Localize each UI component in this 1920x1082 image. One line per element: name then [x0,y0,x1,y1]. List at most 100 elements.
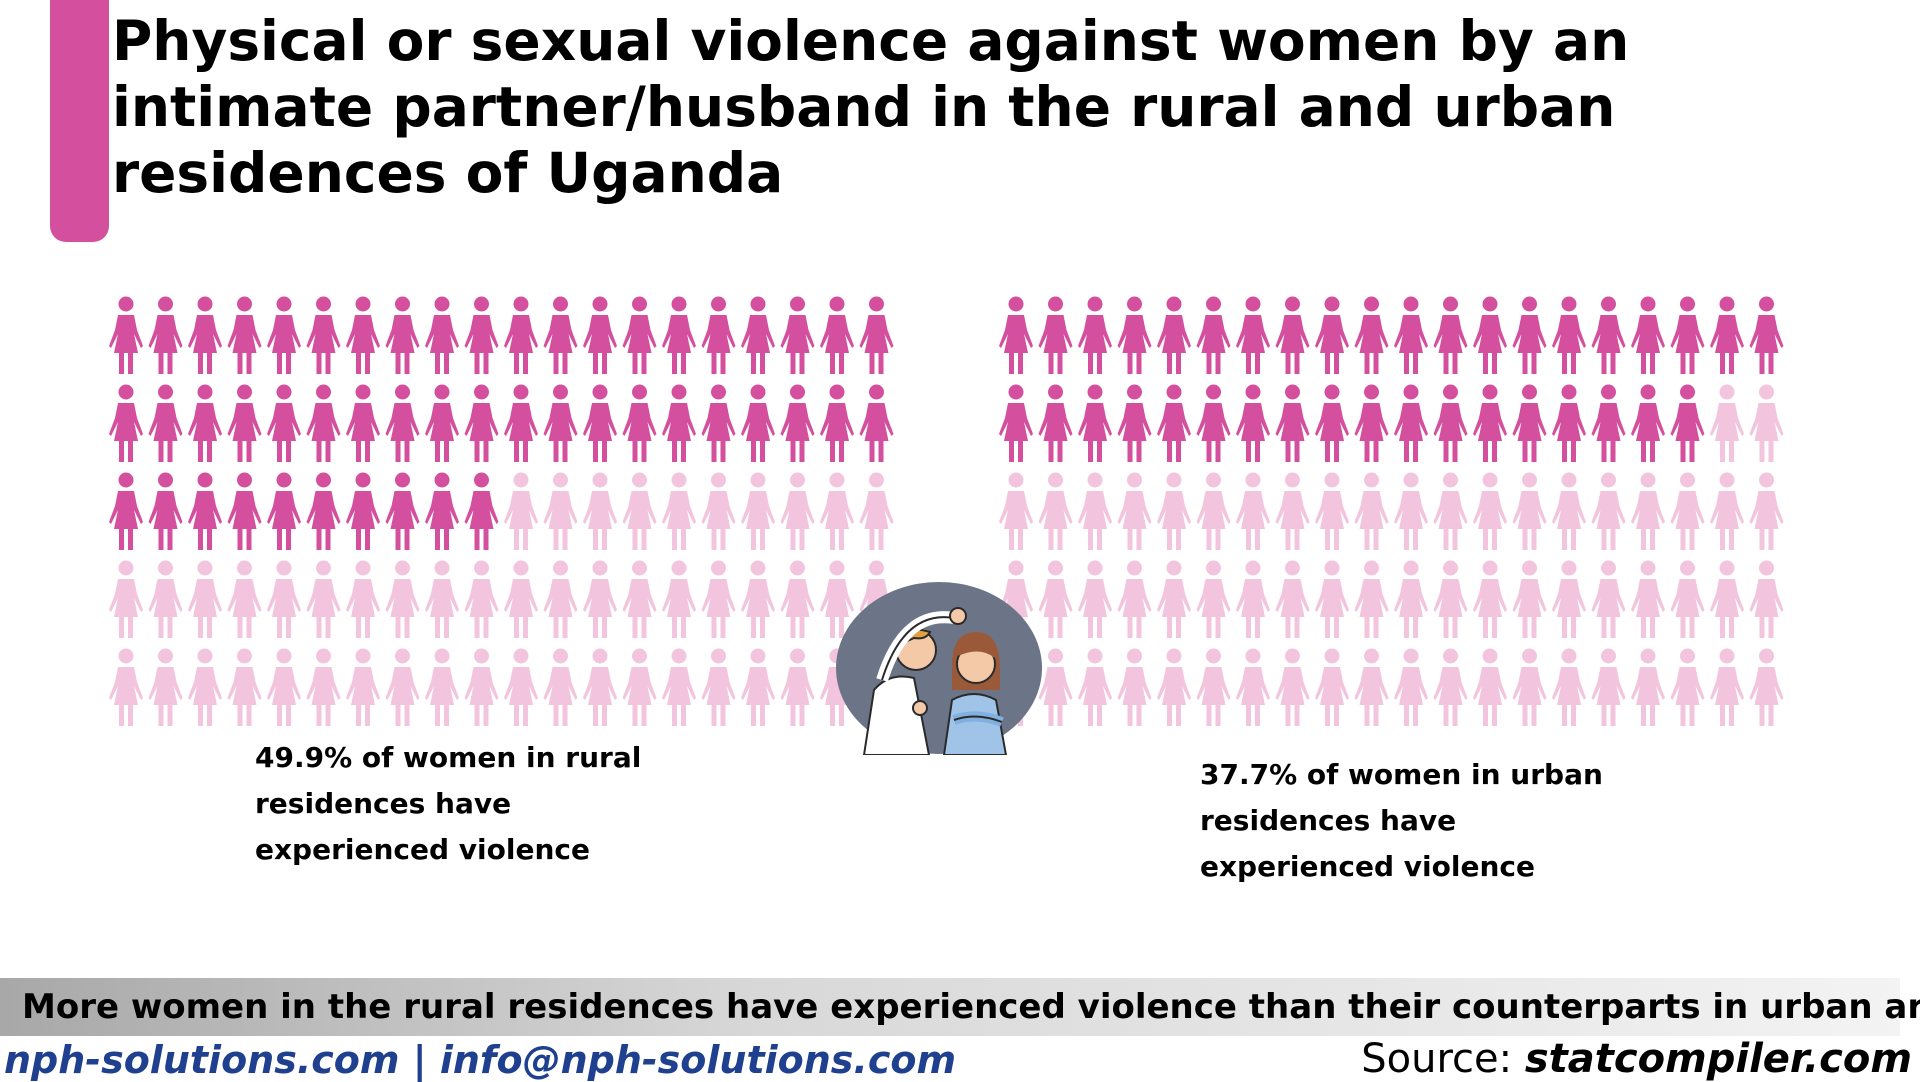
urban-woman-icon-68 [1275,560,1310,638]
rural-woman-icon-23 [188,384,222,462]
urban-woman-icon-70 [1354,560,1389,638]
rural-woman-icon-79 [820,560,854,638]
rural-woman-icon-73 [583,560,617,638]
urban-woman-icon-3 [1078,296,1112,374]
urban-woman-icon-34 [1512,384,1547,462]
rural-woman-icon-59 [820,472,854,550]
urban-woman-icon-36 [1591,384,1626,462]
urban-woman-icon-28 [1275,384,1310,462]
urban-woman-icon-74 [1512,560,1547,638]
rural-woman-icon-92 [543,648,578,726]
source-credit: Source: statcompiler.com [1361,1036,1912,1082]
urban-woman-icon-32 [1433,384,1468,462]
urban-woman-icon-42 [1038,472,1073,550]
urban-woman-icon-66 [1196,560,1231,638]
rural-woman-icon-35 [662,384,696,462]
urban-woman-icon-83 [1078,648,1112,726]
rural-woman-icon-52 [543,472,578,550]
rural-woman-icon-17 [741,296,775,374]
rural-woman-icon-42 [148,472,183,550]
rural-woman-icon-64 [227,560,262,638]
urban-woman-icon-55 [1552,472,1586,550]
urban-woman-icon-99 [1710,648,1744,726]
takeaway-banner: More women in the rural residences have … [0,978,1920,1036]
rural-woman-icon-12 [543,296,578,374]
rural-woman-icon-30 [464,384,499,462]
rural-woman-icon-95 [662,648,696,726]
rural-woman-icon-74 [622,560,657,638]
urban-woman-icon-87 [1236,648,1270,726]
urban-woman-icon-53 [1473,472,1507,550]
urban-woman-icon-44 [1117,472,1152,550]
rural-woman-icon-32 [543,384,578,462]
woman-figure [942,632,1008,755]
urban-woman-icon-62 [1038,560,1073,638]
urban-woman-icon-19 [1710,296,1744,374]
urban-woman-icon-31 [1394,384,1428,462]
urban-woman-icon-17 [1631,296,1665,374]
urban-woman-icon-7 [1236,296,1270,374]
rural-woman-icon-45 [267,472,301,550]
urban-woman-icon-25 [1157,384,1191,462]
rural-woman-icon-5 [267,296,301,374]
urban-woman-icon-98 [1670,648,1705,726]
rural-woman-icon-16 [701,296,736,374]
man-figure [862,607,967,755]
rural-woman-icon-36 [701,384,736,462]
urban-woman-icon-33 [1473,384,1507,462]
urban-woman-icon-48 [1275,472,1310,550]
rural-woman-icon-97 [741,648,775,726]
urban-woman-icon-49 [1315,472,1349,550]
rural-woman-icon-94 [622,648,657,726]
urban-woman-icon-50 [1354,472,1389,550]
chart-title: Physical or sexual violence against wome… [112,9,1630,205]
rural-woman-icon-33 [583,384,617,462]
source-label: Source: [1361,1036,1513,1082]
rural-woman-icon-44 [227,472,262,550]
urban-woman-icon-52 [1433,472,1468,550]
urban-woman-icon-20 [1749,296,1784,374]
urban-woman-icon-12 [1433,296,1468,374]
urban-woman-icon-64 [1117,560,1152,638]
rural-woman-icon-86 [306,648,341,726]
rural-woman-icon-3 [188,296,222,374]
rural-woman-icon-1 [109,296,143,374]
rural-woman-icon-46 [306,472,341,550]
rural-woman-icon-14 [622,296,657,374]
urban-woman-icon-72 [1433,560,1468,638]
rural-woman-icon-7 [346,296,380,374]
urban-woman-icon-76 [1591,560,1626,638]
rural-woman-icon-40 [859,384,894,462]
rural-woman-icon-57 [741,472,775,550]
urban-woman-icon-18 [1670,296,1705,374]
rural-woman-icon-49 [425,472,459,550]
rural-woman-icon-81 [109,648,143,726]
urban-woman-icon-86 [1196,648,1231,726]
urban-woman-icon-8 [1275,296,1310,374]
rural-woman-icon-67 [346,560,380,638]
rural-woman-icon-56 [701,472,736,550]
urban-woman-icon-56 [1591,472,1626,550]
urban-woman-icon-40 [1749,384,1784,462]
rural-woman-icon-72 [543,560,578,638]
rural-woman-icon-85 [267,648,301,726]
urban-woman-icon-65 [1157,560,1191,638]
title-accent-bar [50,0,109,242]
rural-woman-icon-31 [504,384,538,462]
contact-info: nph-solutions.com | info@nph-solutions.c… [4,1038,957,1082]
urban-woman-icon-22 [1038,384,1073,462]
urban-woman-icon-82 [1038,648,1073,726]
urban-woman-icon-37 [1631,384,1665,462]
rural-woman-icon-24 [227,384,262,462]
urban-woman-icon-11 [1394,296,1428,374]
rural-woman-icon-76 [701,560,736,638]
takeaway-text: More women in the rural residences have … [22,987,1920,1027]
urban-woman-icon-73 [1473,560,1507,638]
rural-woman-icon-88 [385,648,420,726]
rural-woman-icon-58 [780,472,815,550]
rural-woman-icon-8 [385,296,420,374]
urban-woman-icon-54 [1512,472,1547,550]
rural-woman-icon-70 [464,560,499,638]
urban-woman-icon-94 [1512,648,1547,726]
rural-woman-icon-15 [662,296,696,374]
